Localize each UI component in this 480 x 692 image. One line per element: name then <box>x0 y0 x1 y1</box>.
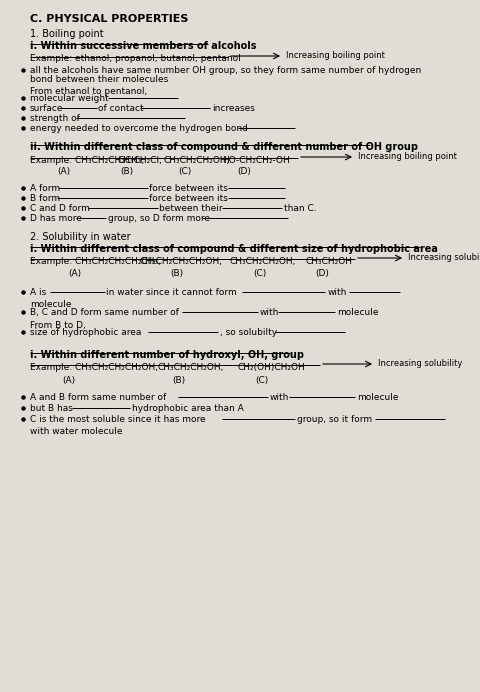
Text: HO-CH₂CH₂-OH: HO-CH₂CH₂-OH <box>222 156 290 165</box>
Text: energy needed to overcome the hydrogen bond: energy needed to overcome the hydrogen b… <box>30 124 248 133</box>
Text: (B): (B) <box>170 269 183 278</box>
Text: , so solubilty: , so solubilty <box>220 328 277 337</box>
Text: C and D form: C and D form <box>30 204 90 213</box>
Text: ii. Within different class of compound & different number of OH group: ii. Within different class of compound &… <box>30 142 418 152</box>
Text: C. PHYSICAL PROPERTIES: C. PHYSICAL PROPERTIES <box>30 14 188 24</box>
Text: D has more: D has more <box>30 214 82 223</box>
Text: A is: A is <box>30 288 46 297</box>
Text: CH₃CH₂CH₂OH,: CH₃CH₂CH₂OH, <box>230 257 296 266</box>
Text: From B to D,: From B to D, <box>30 321 86 330</box>
Text: (C): (C) <box>255 376 268 385</box>
Text: i. Within different number of hydroxyl, OH, group: i. Within different number of hydroxyl, … <box>30 350 304 360</box>
Text: molecule: molecule <box>30 300 72 309</box>
Text: molecule: molecule <box>337 308 379 317</box>
Text: with: with <box>328 288 348 297</box>
Text: Increasing solubility: Increasing solubility <box>378 359 462 368</box>
Text: with: with <box>270 393 289 402</box>
Text: force between its: force between its <box>149 194 228 203</box>
Text: (A): (A) <box>57 167 70 176</box>
Text: size of hydrophobic area: size of hydrophobic area <box>30 328 142 337</box>
Text: 2. Solubility in water: 2. Solubility in water <box>30 232 131 242</box>
Text: all the alcohols have same number OH group, so they form same number of hydrogen: all the alcohols have same number OH gro… <box>30 66 421 75</box>
Text: CH₃CH₂Cl,: CH₃CH₂Cl, <box>118 156 163 165</box>
Text: molecular weight: molecular weight <box>30 94 109 103</box>
Text: CH₃CH₂OH: CH₃CH₂OH <box>305 257 352 266</box>
Text: of contact: of contact <box>98 104 144 113</box>
Text: surface: surface <box>30 104 63 113</box>
Text: B form: B form <box>30 194 60 203</box>
Text: (B): (B) <box>172 376 185 385</box>
Text: C is the most soluble since it has more: C is the most soluble since it has more <box>30 415 205 424</box>
Text: increases: increases <box>212 104 255 113</box>
Text: 1. Boiling point: 1. Boiling point <box>30 29 104 39</box>
Text: with water molecule: with water molecule <box>30 427 122 436</box>
Text: Increasing boiling point: Increasing boiling point <box>286 51 385 60</box>
Text: CH₃CH₂CH₂OH,: CH₃CH₂CH₂OH, <box>158 363 224 372</box>
Text: strength of: strength of <box>30 114 80 123</box>
Text: (D): (D) <box>237 167 251 176</box>
Text: Example: CH₃CH₂CH₂CH₃,: Example: CH₃CH₂CH₂CH₃, <box>30 156 144 165</box>
Text: (A): (A) <box>68 269 81 278</box>
Text: between their: between their <box>159 204 223 213</box>
Text: (C): (C) <box>253 269 266 278</box>
Text: but B has: but B has <box>30 404 73 413</box>
Text: group, so it form: group, so it form <box>297 415 372 424</box>
Text: CH₂(OH)CH₂OH: CH₂(OH)CH₂OH <box>238 363 306 372</box>
Text: in water since it cannot form: in water since it cannot form <box>106 288 237 297</box>
Text: Increasing solubility: Increasing solubility <box>408 253 480 262</box>
Text: CH₃CH₂CH₂OH,: CH₃CH₂CH₂OH, <box>163 156 229 165</box>
Text: i. Within different class of compound & different size of hydrophobic area: i. Within different class of compound & … <box>30 244 438 254</box>
Text: Increasing boiling point: Increasing boiling point <box>358 152 457 161</box>
Text: From ethanol to pentanol,: From ethanol to pentanol, <box>30 87 147 96</box>
Text: A form: A form <box>30 184 60 193</box>
Text: than C.: than C. <box>284 204 317 213</box>
Text: i. Within successive members of alcohols: i. Within successive members of alcohols <box>30 41 256 51</box>
Text: Example: CH₃CH₂CH₂CH₂CH₃,: Example: CH₃CH₂CH₂CH₂CH₃, <box>30 257 161 266</box>
Text: (D): (D) <box>315 269 329 278</box>
Text: CH₃CH₂CH₂CH₂OH,: CH₃CH₂CH₂CH₂OH, <box>140 257 223 266</box>
Text: (A): (A) <box>62 376 75 385</box>
Text: B, C and D form same number of: B, C and D form same number of <box>30 308 179 317</box>
Text: Example: CH₃CH₂CH₂CH₂OH,: Example: CH₃CH₂CH₂CH₂OH, <box>30 363 158 372</box>
Text: molecule: molecule <box>357 393 398 402</box>
Text: Example: ethanol, propanol, butanol, pentanol: Example: ethanol, propanol, butanol, pen… <box>30 54 241 63</box>
Text: hydrophobic area than A: hydrophobic area than A <box>132 404 244 413</box>
Text: (B): (B) <box>120 167 133 176</box>
Text: with: with <box>260 308 279 317</box>
Text: bond between their molecules: bond between their molecules <box>30 75 168 84</box>
Text: A and B form same number of: A and B form same number of <box>30 393 166 402</box>
Text: force between its: force between its <box>149 184 228 193</box>
Text: group, so D form more: group, so D form more <box>108 214 210 223</box>
Text: (C): (C) <box>178 167 191 176</box>
